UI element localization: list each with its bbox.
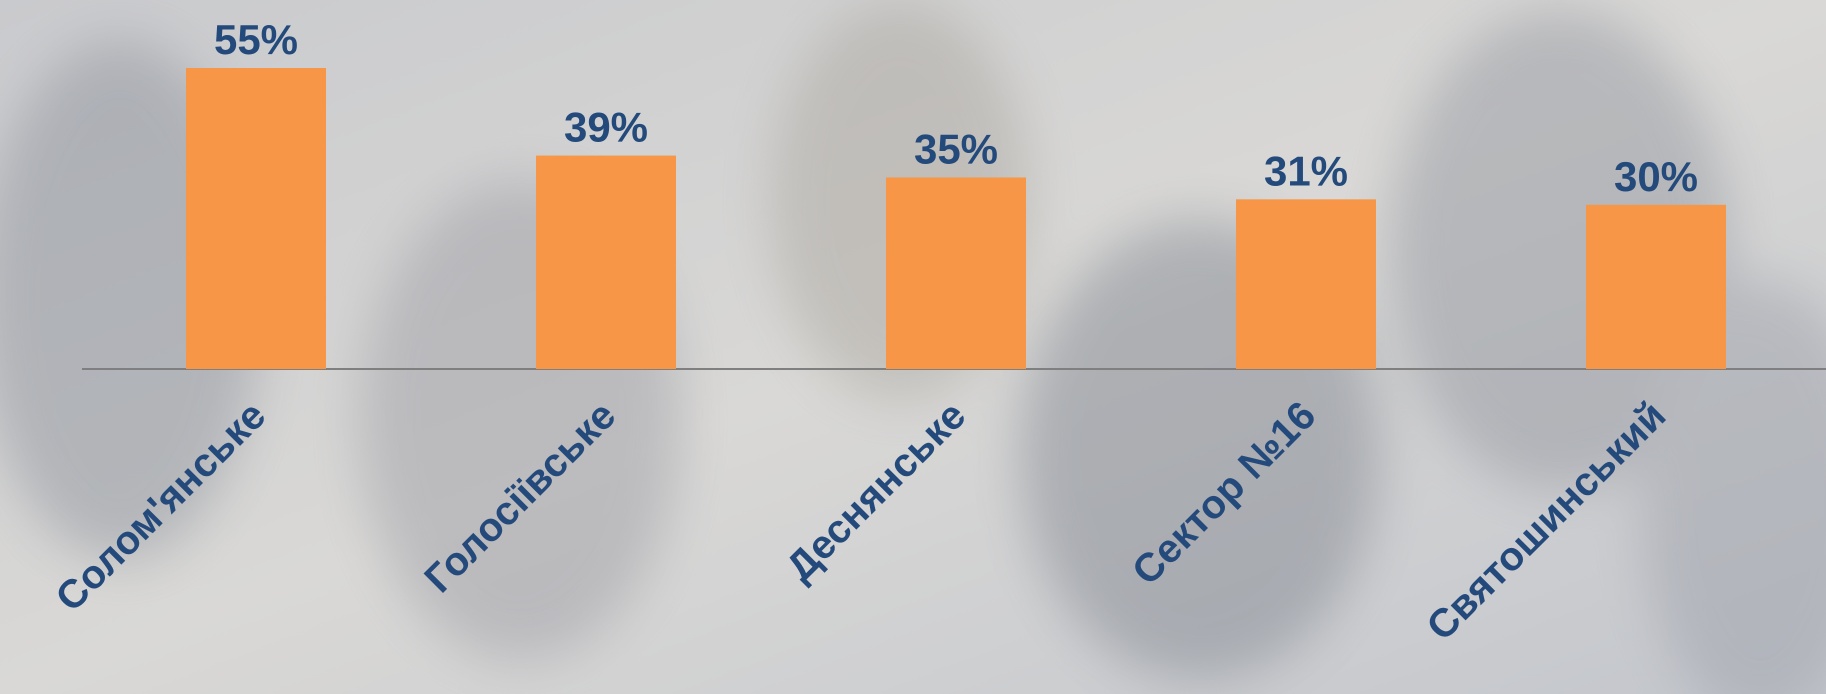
value-label: 31% [1264,147,1348,194]
value-label: 55% [214,16,298,63]
bar [186,68,326,369]
bar [1236,199,1376,369]
value-label: 30% [1614,153,1698,200]
value-label: 39% [564,104,648,151]
value-label: 35% [914,125,998,172]
bar [536,156,676,369]
bar [1586,205,1726,369]
bar [886,177,1026,369]
chart: 55%Солом'янське39%Голосіївське35%Деснянс… [0,0,1826,694]
